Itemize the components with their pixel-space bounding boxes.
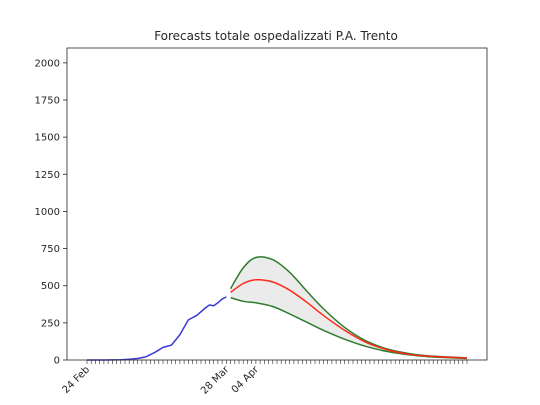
y-tick-label: 2000 [35, 58, 60, 69]
y-tick-label: 0 [54, 356, 60, 367]
y-tick-label: 1000 [35, 207, 60, 218]
x-tick-label: 04 Apr [230, 364, 262, 396]
y-tick-label: 750 [41, 244, 60, 255]
series-line-lower [230, 296, 468, 360]
confidence-band [230, 256, 467, 359]
band-area [230, 256, 467, 359]
y-tick-label: 1250 [35, 170, 60, 181]
y-tick-label: 250 [41, 318, 60, 329]
y-tick-label: 1500 [35, 133, 60, 144]
series-line-observed [87, 296, 227, 361]
chart-title: Forecasts totale ospedalizzati P.A. Tren… [154, 29, 398, 43]
y-tick-label: 1750 [35, 96, 60, 107]
series-line-forecast [230, 278, 468, 359]
x-tick-label: 28 Mar [199, 364, 232, 397]
y-tick-label: 500 [41, 281, 60, 292]
series-group [87, 256, 468, 361]
y-axis: 0 250 500 750 1000 1250 1500 1750 2000 [35, 58, 67, 367]
plot-frame [66, 47, 488, 361]
x-tick-label: 24 Feb [61, 364, 93, 396]
